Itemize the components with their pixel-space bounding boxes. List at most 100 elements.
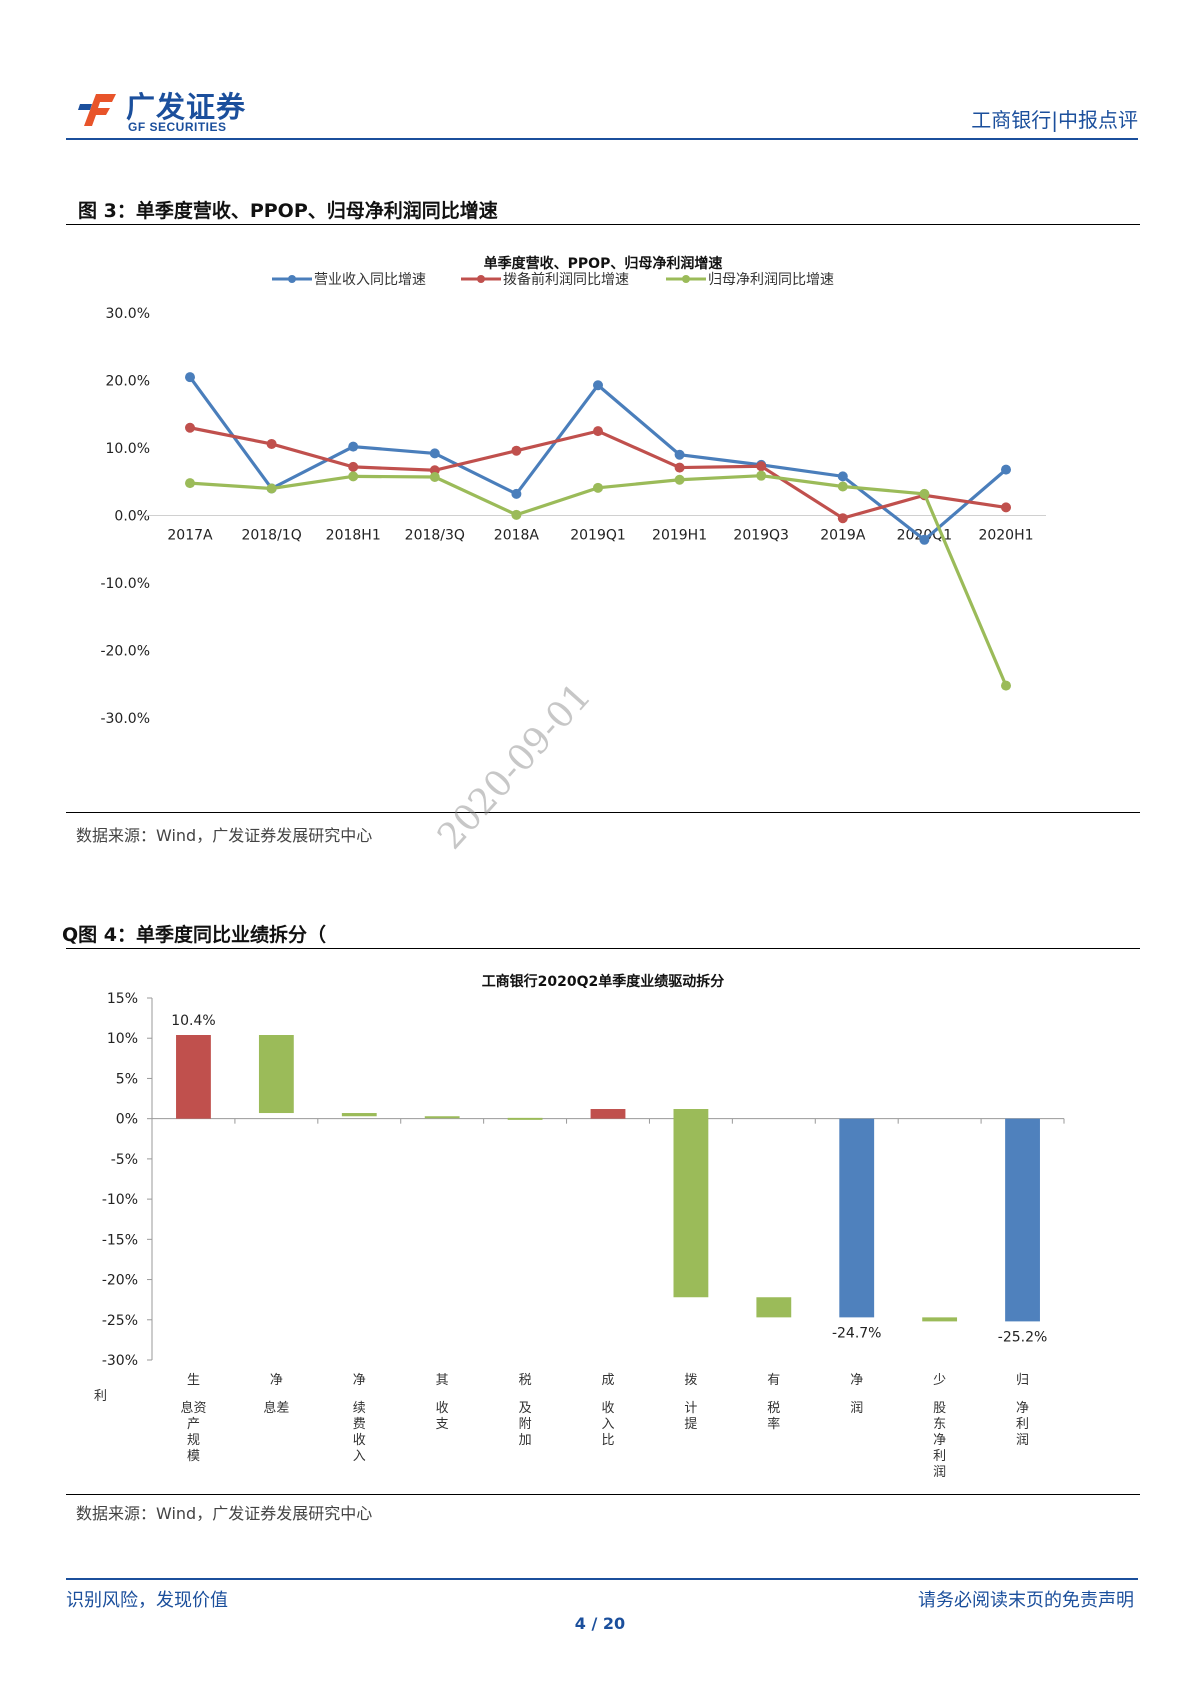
bar-chart-bars: 10.4% -24.7% -25.2% [171, 1013, 1047, 1345]
legend-marker [682, 275, 690, 283]
x-category-label-part: 利 [933, 1449, 946, 1464]
figure4-caption-prefix: Q [62, 924, 79, 946]
x-category-label-part: 净 [933, 1433, 946, 1448]
bar [922, 1317, 958, 1322]
x-category-label: 净润 [850, 1373, 863, 1416]
bar [424, 1116, 460, 1119]
x-category-label-part: 模 [187, 1449, 200, 1464]
figure4-source: 数据来源：Wind，广发证券发展研究中心 [76, 1504, 373, 1523]
x-category-label-part: 息差 [263, 1400, 289, 1416]
data-point [674, 462, 685, 473]
line-chart: 单季度营收、PPOP、归母净利润增速 营业收入同比增速 拨备前利润同比增速 归母净利… [100, 255, 1046, 727]
line-chart-legend: 营业收入同比增速 拨备前利润同比增速 归母净利润同比增速 [272, 271, 834, 288]
x-category-label-part: 税 [767, 1401, 780, 1416]
data-point [185, 372, 195, 383]
x-category-label-part: 率 [767, 1416, 780, 1432]
x-category-label-part: 润 [933, 1465, 946, 1480]
bar [590, 1109, 626, 1119]
legend-label: 拨备前利润同比增速 [503, 271, 629, 288]
bar [756, 1297, 792, 1318]
legend-marker [477, 275, 485, 283]
data-point [348, 461, 359, 472]
y-tick-label: -10% [102, 1192, 138, 1208]
x-tick-label: 2018H1 [326, 528, 381, 544]
x-category-label-part: 润 [1016, 1433, 1029, 1448]
data-point [511, 488, 522, 499]
x-category-label-part: 净 [850, 1373, 863, 1388]
bar-value-label: 10.4% [171, 1013, 215, 1029]
x-tick-label: 2019Q3 [733, 528, 789, 544]
series-0 [185, 372, 1011, 545]
data-point [266, 438, 277, 449]
x-tick-label: 2019H1 [652, 528, 707, 544]
page-number: 4 / 20 [574, 1614, 626, 1633]
figure4-top-rule [66, 948, 1140, 949]
y-tick-label: -10.0% [100, 576, 150, 592]
y-tick-label: 15% [107, 991, 138, 1007]
figure4-caption: Q图 4：单季度同比业绩拆分（ [62, 920, 326, 947]
figure3-caption: 图 3：单季度营收、PPOP、归母净利润同比增速 [78, 200, 498, 222]
x-category-label-part: 收 [436, 1401, 449, 1416]
data-point [837, 513, 848, 524]
y-tick-label: -20.0% [100, 644, 150, 660]
data-point [429, 448, 440, 459]
bar-value-label: -25.2% [998, 1329, 1048, 1345]
y-tick-label: -15% [102, 1232, 138, 1248]
x-category-label-part: 拨 [684, 1373, 697, 1388]
footer-divider [66, 1578, 1138, 1580]
x-category-label-part: 续 [353, 1401, 366, 1416]
bar [176, 1035, 211, 1119]
data-point [429, 472, 440, 483]
bar-value-label: -24.7% [832, 1325, 882, 1341]
y-tick-label: 20.0% [106, 374, 150, 390]
bar-chart-y-axis: 15% 10% 5% 0% -5% -10% -15% -20% -25% -30% 利 [94, 991, 152, 1404]
x-tick-label: 2019Q1 [570, 528, 626, 544]
x-category-label-part: 产 [187, 1417, 200, 1432]
data-point [674, 449, 685, 460]
x-category-label-part: 收 [353, 1433, 366, 1448]
data-point [511, 445, 522, 456]
legend-marker [288, 275, 296, 283]
x-tick-label: 2018A [494, 528, 540, 544]
data-point [837, 481, 848, 492]
data-point [919, 488, 930, 499]
figure3-source: 数据来源：Wind，广发证券发展研究中心 [76, 826, 373, 845]
x-category-label-part: 附 [519, 1417, 532, 1432]
header-divider [66, 138, 1138, 140]
bar [1005, 1118, 1040, 1322]
x-category-label-part: 其 [436, 1373, 449, 1388]
bar-chart-title: 工商银行2020Q2单季度业绩驱动拆分 [482, 973, 725, 990]
x-category-label-part: 息资 [180, 1400, 206, 1416]
series-2 [185, 470, 1011, 691]
x-category-label-part: 计 [684, 1401, 697, 1416]
y-tick-label: 0% [116, 1112, 138, 1128]
data-point [185, 478, 195, 489]
data-point [1001, 464, 1011, 475]
x-category-label: 拨计提 [684, 1373, 697, 1432]
bar [258, 1035, 294, 1114]
line-chart-y-axis: 30.0% 20.0% 10.0% 0.0% -10.0% -20.0% -30.0% [100, 306, 150, 727]
y-tick-label: -25% [102, 1313, 138, 1329]
x-category-label-part: 入 [601, 1417, 614, 1432]
x-category-label-part: 股 [933, 1401, 946, 1416]
x-category-label-part: 净 [1016, 1401, 1029, 1416]
data-point [593, 426, 603, 437]
y-tick-label: -5% [111, 1152, 138, 1168]
x-category-label-part: 润 [850, 1401, 863, 1416]
legend-item-1: 拨备前利润同比增速 [461, 271, 629, 288]
data-point [185, 422, 195, 433]
figure4-bottom-rule [66, 1494, 1140, 1495]
data-point [266, 483, 277, 494]
x-category-label-part: 归 [1016, 1373, 1029, 1388]
x-category-label-part: 税 [519, 1373, 532, 1388]
x-category-label-part: 利 [1016, 1417, 1029, 1432]
bar [839, 1118, 875, 1318]
y-tick-label: -20% [102, 1273, 138, 1289]
x-category-label-part: 入 [353, 1449, 366, 1464]
legend-label: 营业收入同比增速 [314, 272, 426, 288]
